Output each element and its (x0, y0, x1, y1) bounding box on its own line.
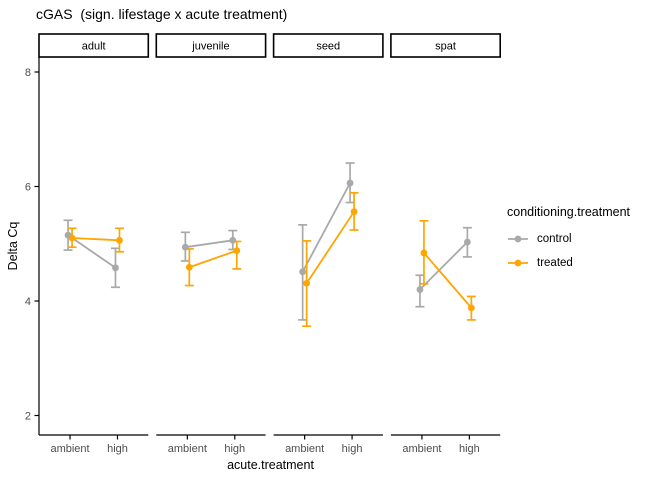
x-tick-label-spat-ambient: ambient (402, 443, 441, 455)
point-adult-control-high (112, 264, 119, 272)
point-spat-treated-ambient (420, 249, 428, 257)
point-adult-treated-high (116, 236, 123, 244)
legend-title: conditioning.treatment (507, 205, 630, 219)
treated-line-point-icon (507, 255, 529, 271)
legend: conditioning.treatment control treated (507, 205, 672, 279)
facet-strip-label-juvenile: juvenile (191, 41, 229, 53)
point-spat-control-high (463, 238, 471, 246)
x-tick-label-juvenile-high: high (224, 443, 245, 455)
y-axis-title: Delta Cq (6, 221, 20, 271)
point-seed-treated-ambient (303, 279, 311, 287)
line-adult-treated (71, 237, 120, 242)
facet-strip-spat (390, 33, 501, 58)
facet-strip-label-seed: seed (316, 41, 340, 53)
point-spat-treated-high (467, 304, 475, 312)
x-tick-label-seed-ambient: ambient (285, 443, 324, 455)
line-spat-control (419, 241, 469, 291)
y-tick-label-2: 2 (25, 410, 31, 422)
point-spat-control-ambient (416, 286, 424, 293)
point-adult-treated-ambient (68, 234, 76, 242)
point-seed-control-high (346, 179, 354, 187)
point-seed-treated-high (350, 208, 358, 216)
x-tick-label-adult-high: high (107, 443, 128, 455)
y-tick-label-8: 8 (25, 67, 31, 79)
y-tick-label-4: 4 (25, 296, 31, 308)
legend-entry-treated: treated (507, 255, 672, 271)
point-juvenile-control-high (229, 236, 237, 244)
line-spat-treated (423, 252, 473, 309)
x-tick-label-seed-high: high (342, 443, 363, 455)
x-tick-label-spat-high: high (459, 443, 480, 455)
line-juvenile-treated (189, 249, 238, 269)
line-seed-treated (305, 211, 355, 284)
line-juvenile-control (185, 239, 233, 249)
point-juvenile-control-ambient (181, 243, 189, 251)
point-seed-control-ambient (299, 268, 307, 276)
line-seed-control (301, 182, 351, 273)
facet-strip-adult (38, 33, 150, 58)
facet-strip-juvenile (155, 33, 267, 58)
point-juvenile-treated-ambient (185, 263, 193, 271)
x-tick-label-adult-ambient: ambient (50, 443, 89, 455)
legend-label-control: control (537, 233, 572, 245)
facet-strip-seed (272, 33, 384, 58)
x-axis-title: acute.treatment (227, 458, 314, 472)
plot-title: cGAS (sign. lifestage x acute treatment) (36, 6, 288, 22)
point-juvenile-treated-high (233, 247, 241, 255)
control-line-point-icon (507, 231, 529, 247)
legend-entry-control: control (507, 231, 672, 247)
x-tick-label-juvenile-ambient: ambient (168, 443, 207, 455)
facet-strip-label-adult: adult (82, 41, 106, 53)
line-adult-control (67, 234, 116, 269)
facet-strip-label-spat: spat (435, 41, 456, 53)
y-tick-label-6: 6 (25, 181, 31, 193)
legend-label-treated: treated (537, 257, 573, 269)
